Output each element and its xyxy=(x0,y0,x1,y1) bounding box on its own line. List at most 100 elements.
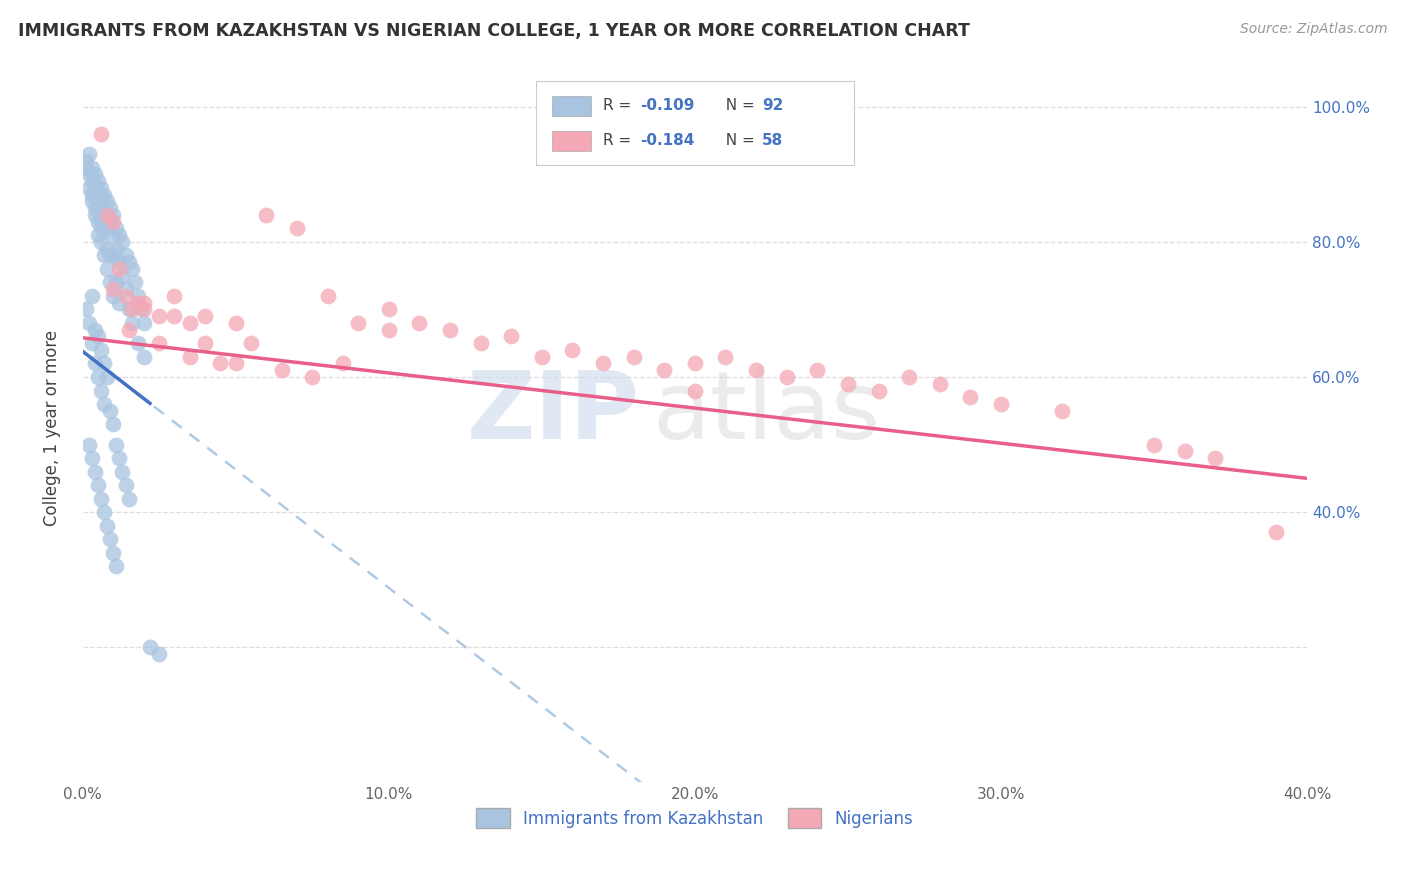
Point xyxy=(77,147,100,161)
Point xyxy=(806,363,828,377)
Point xyxy=(93,187,115,202)
Point xyxy=(108,255,131,269)
Point xyxy=(332,356,354,370)
Point xyxy=(163,289,186,303)
Point xyxy=(117,323,139,337)
Point xyxy=(80,194,103,209)
Point xyxy=(111,268,134,283)
Point xyxy=(90,194,112,209)
Point xyxy=(83,323,105,337)
Point xyxy=(121,316,143,330)
Point xyxy=(103,228,125,243)
Y-axis label: College, 1 year or more: College, 1 year or more xyxy=(44,330,60,525)
Point xyxy=(959,390,981,404)
Point xyxy=(127,336,149,351)
Point xyxy=(90,343,112,357)
Text: -0.109: -0.109 xyxy=(640,98,695,113)
Point xyxy=(90,235,112,249)
Text: 92: 92 xyxy=(762,98,783,113)
Point xyxy=(90,221,112,235)
Bar xyxy=(551,95,591,116)
Point xyxy=(108,451,131,466)
Point xyxy=(87,187,110,202)
Point xyxy=(745,363,768,377)
Point xyxy=(132,302,155,317)
Point xyxy=(194,309,217,323)
Point xyxy=(124,276,146,290)
Point xyxy=(194,336,217,351)
Legend: Immigrants from Kazakhstan, Nigerians: Immigrants from Kazakhstan, Nigerians xyxy=(470,802,920,834)
Point xyxy=(103,282,125,296)
Point xyxy=(652,363,675,377)
Point xyxy=(209,356,232,370)
Point xyxy=(98,248,121,262)
Point xyxy=(105,437,128,451)
Point xyxy=(98,532,121,546)
Point xyxy=(93,397,115,411)
Point xyxy=(90,208,112,222)
Point xyxy=(225,356,247,370)
Point xyxy=(132,295,155,310)
Point xyxy=(87,478,110,492)
Point xyxy=(98,214,121,228)
Point xyxy=(77,437,100,451)
Point xyxy=(148,647,170,661)
Text: N =: N = xyxy=(716,98,759,113)
Point xyxy=(87,329,110,343)
Point xyxy=(80,451,103,466)
Point xyxy=(108,228,131,243)
Point xyxy=(93,505,115,519)
Point xyxy=(103,208,125,222)
Point xyxy=(179,316,201,330)
Point xyxy=(103,417,125,432)
Point xyxy=(98,276,121,290)
Text: R =: R = xyxy=(603,98,636,113)
Point xyxy=(683,384,706,398)
Point xyxy=(285,221,308,235)
Text: ZIP: ZIP xyxy=(467,368,640,459)
Point xyxy=(776,370,799,384)
Point xyxy=(114,248,136,262)
Text: R =: R = xyxy=(603,134,636,148)
Point xyxy=(96,370,118,384)
Point xyxy=(114,289,136,303)
Point xyxy=(75,153,97,168)
Point xyxy=(103,248,125,262)
Point xyxy=(470,336,492,351)
Point xyxy=(83,181,105,195)
Point xyxy=(928,376,950,391)
Point xyxy=(301,370,323,384)
Point xyxy=(87,214,110,228)
Point xyxy=(103,214,125,228)
Point xyxy=(1265,525,1288,540)
Point xyxy=(105,276,128,290)
Point xyxy=(87,228,110,243)
Point xyxy=(108,295,131,310)
Point xyxy=(96,194,118,209)
Point xyxy=(592,356,614,370)
Text: 58: 58 xyxy=(762,134,783,148)
Point xyxy=(254,208,277,222)
Point xyxy=(93,356,115,370)
Point xyxy=(83,465,105,479)
Point xyxy=(139,640,162,655)
Point xyxy=(439,323,461,337)
Point xyxy=(80,161,103,175)
Point xyxy=(83,201,105,215)
Text: atlas: atlas xyxy=(652,368,880,459)
Point xyxy=(377,302,399,317)
Point xyxy=(75,302,97,317)
Point xyxy=(148,336,170,351)
Point xyxy=(129,302,152,317)
Point xyxy=(530,350,553,364)
Point xyxy=(83,167,105,181)
Point xyxy=(714,350,737,364)
Text: IMMIGRANTS FROM KAZAKHSTAN VS NIGERIAN COLLEGE, 1 YEAR OR MORE CORRELATION CHART: IMMIGRANTS FROM KAZAKHSTAN VS NIGERIAN C… xyxy=(18,22,970,40)
Point xyxy=(117,302,139,317)
Point xyxy=(75,161,97,175)
Point xyxy=(898,370,921,384)
Point xyxy=(114,282,136,296)
Point xyxy=(148,309,170,323)
Point xyxy=(111,235,134,249)
Point xyxy=(105,559,128,574)
